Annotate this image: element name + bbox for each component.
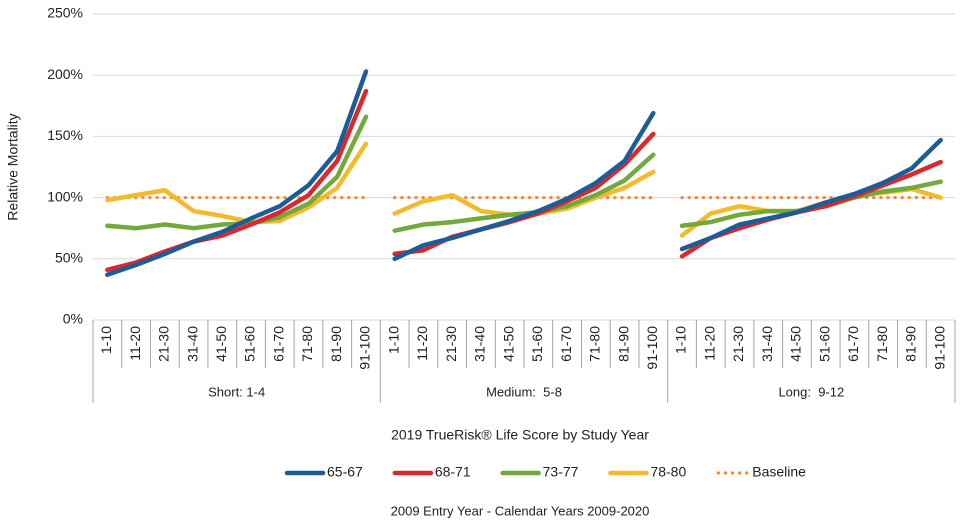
x-tick-label: 41-50: [788, 326, 804, 362]
y-tick-label: 200%: [47, 66, 83, 82]
group-label: Long: 9-12: [778, 384, 844, 399]
x-tick-label: 51-60: [816, 326, 832, 362]
x-tick-label: 81-90: [903, 326, 919, 362]
y-tick-label: 250%: [47, 5, 83, 21]
legend-label: 65-67: [327, 464, 363, 480]
series-line: [392, 169, 656, 217]
x-tick-label: 1-10: [98, 326, 114, 354]
x-tick-label: 61-70: [558, 326, 574, 362]
x-tick-label: 71-80: [587, 326, 603, 362]
series-line: [392, 131, 656, 257]
y-tick-label: 150%: [47, 127, 83, 143]
y-tick-label: 100%: [47, 188, 83, 204]
x-tick-label: 11-20: [701, 326, 717, 361]
x-tick-label: 91-100: [644, 326, 660, 370]
x-tick-label: 91-100: [931, 326, 947, 370]
x-tick-label: 61-70: [845, 326, 861, 362]
legend-label: 68-71: [435, 464, 471, 480]
series-line: [679, 186, 943, 238]
footnote: 2009 Entry Year - Calendar Years 2009-20…: [391, 503, 650, 518]
x-tick-label: 31-40: [472, 326, 488, 362]
y-tick-label: 50%: [55, 250, 83, 266]
x-tick-label: 1-10: [385, 326, 401, 354]
group-label: Short: 1-4: [208, 384, 265, 399]
x-tick-label: 21-30: [443, 326, 459, 362]
x-tick-label: 21-30: [730, 326, 746, 362]
x-tick-label: 71-80: [299, 326, 315, 362]
x-tick-label: 11-20: [414, 326, 430, 361]
x-tick-label: 1-10: [673, 326, 689, 354]
series-line: [105, 88, 369, 273]
x-tick-label: 61-70: [270, 326, 286, 362]
series-line: [105, 141, 369, 225]
series-line: [679, 137, 943, 252]
y-tick-label: 0%: [63, 311, 83, 327]
y-axis-title: Relative Mortality: [5, 113, 21, 220]
legend-label: Baseline: [752, 464, 806, 480]
x-tick-label: 91-100: [357, 326, 373, 370]
group-label: Medium: 5-8: [486, 384, 562, 399]
x-tick-label: 51-60: [529, 326, 545, 362]
x-tick-label: 31-40: [759, 326, 775, 362]
series-line: [679, 179, 943, 229]
x-tick-label: 71-80: [874, 326, 890, 362]
series-line: [105, 69, 369, 277]
x-tick-label: 31-40: [184, 326, 200, 362]
x-tick-label: 21-30: [156, 326, 172, 362]
x-tick-label: 81-90: [615, 326, 631, 362]
series-line: [392, 110, 656, 262]
legend-label: 78-80: [650, 464, 686, 480]
legend-label: 73-77: [543, 464, 579, 480]
series-line: [392, 152, 656, 233]
x-axis-title: 2019 TrueRisk® Life Score by Study Year: [391, 427, 649, 443]
x-tick-label: 11-20: [127, 326, 143, 361]
x-tick-label: 81-90: [328, 326, 344, 362]
x-tick-label: 41-50: [213, 326, 229, 362]
x-tick-label: 41-50: [500, 326, 516, 362]
x-tick-label: 51-60: [242, 326, 258, 362]
